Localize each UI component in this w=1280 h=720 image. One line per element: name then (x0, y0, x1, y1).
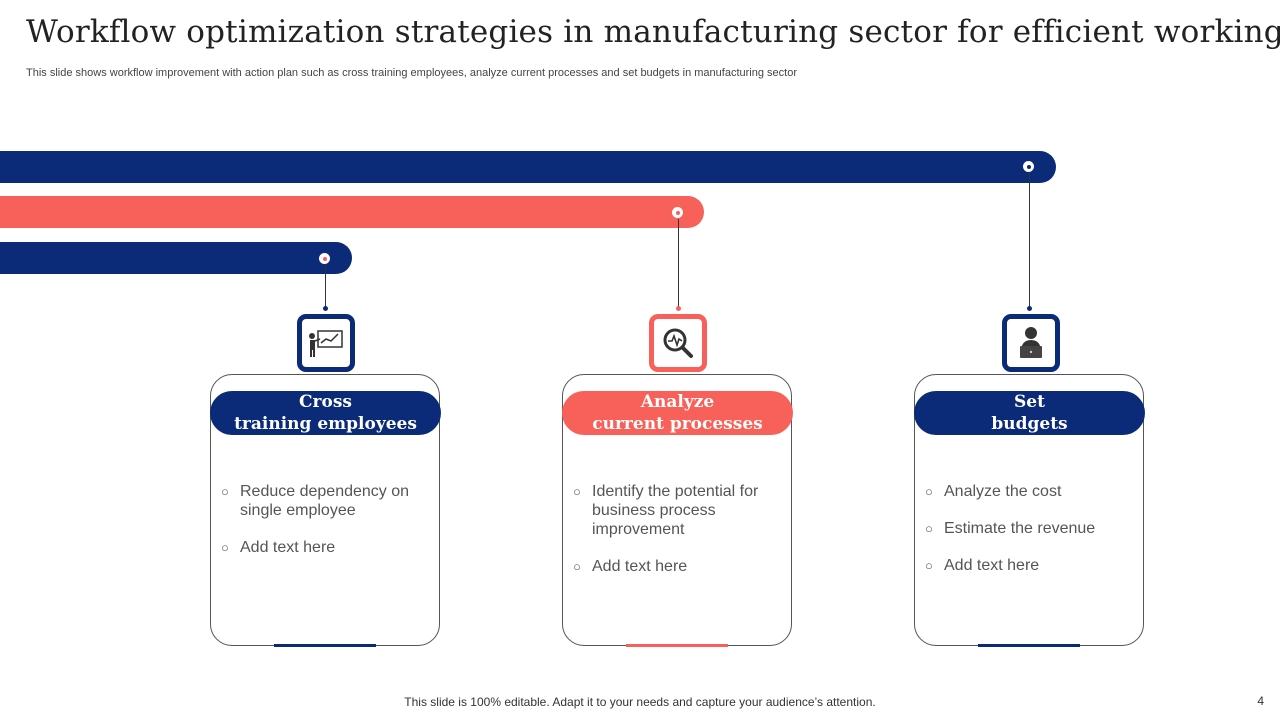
list-item: ○ Add text here (573, 558, 688, 575)
card-3-bullet-list: ○ Analyze the cost ○ Estimate the revenue … (925, 482, 1137, 593)
card-2-icon-box (649, 314, 707, 372)
person-laptop-icon (1020, 327, 1042, 358)
page-number: 4 (1257, 694, 1264, 708)
timeline-bar-top (0, 151, 1056, 183)
list-item: ○ Estimate the revenue (925, 520, 1096, 537)
list-item: ○ Add text here (221, 539, 336, 556)
bullet-circle-icon: ○ (925, 558, 933, 573)
card-3-accent-line (978, 644, 1080, 647)
card-analyze-processes: Analyze current processes ○ Identify the … (562, 374, 793, 647)
card-2-heading: Analyze current processes (562, 391, 793, 435)
timeline-node-top (1023, 161, 1034, 172)
card-cross-training: Cross training employees ○ Reduce depende… (210, 374, 441, 647)
presentation-chart-icon (309, 330, 343, 357)
bullet-circle-icon: ○ (573, 484, 581, 499)
magnifier-pulse-icon (663, 328, 693, 358)
bullet-circle-icon: ○ (221, 484, 229, 499)
card-1-icon-box (297, 314, 355, 372)
timeline-bar-bottom (0, 242, 352, 274)
card-1-bullet-list: ○ Reduce dependency on single employee ○ A… (221, 482, 433, 575)
card-1-heading-line1: Cross (299, 392, 352, 412)
card-2-accent-line (626, 644, 728, 647)
connector-end-1 (323, 306, 328, 311)
timeline-bar-middle (0, 196, 704, 228)
connector-line-2 (678, 219, 679, 308)
list-item: ○ Identify the potential for business pro… (573, 483, 759, 538)
card-set-budgets: Set budgets ○ Analyze the cost ○ Estimate … (914, 374, 1145, 647)
card-3-heading-line2: budgets (991, 414, 1068, 434)
bullet-circle-icon: ○ (573, 559, 581, 574)
card-2-heading-line1: Analyze (640, 392, 715, 412)
connector-line-3 (1029, 173, 1030, 308)
card-3-heading-line1: Set (1014, 392, 1045, 412)
card-3-icon-box (1002, 314, 1060, 372)
bullet-circle-icon: ○ (925, 484, 933, 499)
connector-end-3 (1027, 306, 1032, 311)
connector-line-1 (325, 265, 326, 308)
connector-end-2 (676, 306, 681, 311)
footer-note: This slide is 100% editable. Adapt it to… (404, 695, 876, 709)
card-1-accent-line (274, 644, 376, 647)
card-3-heading: Set budgets (914, 391, 1145, 435)
list-item: ○ Reduce dependency on single employee (221, 483, 410, 519)
card-2-bullet-list: ○ Identify the potential for business pro… (573, 482, 785, 594)
timeline-node-bottom (319, 253, 330, 264)
slide-subtitle: This slide shows workflow improvement wi… (26, 67, 797, 79)
list-item: ○ Analyze the cost (925, 483, 1062, 500)
slide-title: Workflow optimization strategies in manu… (26, 14, 1280, 50)
card-1-heading-line2: training employees (234, 414, 417, 434)
list-item: ○ Add text here (925, 557, 1040, 574)
card-2-heading-line2: current processes (592, 414, 763, 434)
timeline-node-middle (672, 207, 683, 218)
bullet-circle-icon: ○ (221, 540, 229, 555)
card-1-heading: Cross training employees (210, 391, 441, 435)
bullet-circle-icon: ○ (925, 521, 933, 536)
